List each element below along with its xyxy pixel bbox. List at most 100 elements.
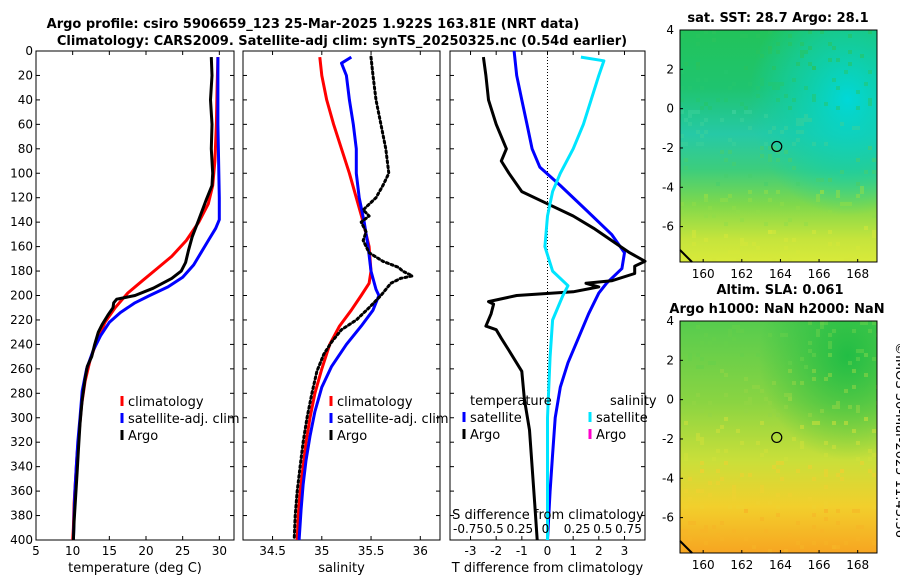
map-pixel bbox=[716, 429, 720, 433]
map-pixel bbox=[840, 202, 844, 206]
map-pixel bbox=[788, 34, 792, 38]
map-pixel bbox=[768, 198, 772, 202]
map-pixel bbox=[856, 158, 860, 162]
map-pixel bbox=[716, 533, 720, 537]
difference-line-t-argo bbox=[481, 56, 647, 541]
map-pixel bbox=[824, 501, 828, 505]
map-pixel bbox=[768, 401, 772, 405]
map-pixel bbox=[760, 453, 764, 457]
map-pixel bbox=[700, 437, 704, 441]
difference-sal-xtick-label: 0.25 bbox=[506, 522, 533, 536]
map-pixel bbox=[752, 545, 756, 549]
map-pixel bbox=[868, 98, 872, 102]
map-pixel bbox=[712, 457, 716, 461]
map-pixel bbox=[748, 82, 752, 86]
difference-sal-xtick-label: 0.75 bbox=[615, 522, 642, 536]
map-pixel bbox=[732, 250, 736, 254]
map-pixel bbox=[700, 461, 704, 465]
map-pixel bbox=[760, 82, 764, 86]
map-pixel bbox=[696, 66, 700, 70]
map-pixel bbox=[824, 485, 828, 489]
map-pixel bbox=[732, 529, 736, 533]
map-pixel bbox=[708, 481, 712, 485]
sst-map-ytick-label: -6 bbox=[662, 220, 674, 234]
map-pixel bbox=[872, 473, 876, 477]
temperature-profile-xtick-label: 10 bbox=[65, 544, 80, 558]
map-pixel bbox=[724, 198, 728, 202]
temperature-profile-xtick-label: 30 bbox=[212, 544, 227, 558]
map-pixel bbox=[864, 417, 868, 421]
map-pixel bbox=[684, 421, 688, 425]
map-pixel bbox=[800, 445, 804, 449]
map-pixel bbox=[732, 142, 736, 146]
map-pixel bbox=[708, 493, 712, 497]
map-pixel bbox=[700, 469, 704, 473]
difference-legend-s-label: Argo bbox=[596, 428, 626, 443]
map-pixel bbox=[740, 242, 744, 246]
map-pixel bbox=[852, 385, 856, 389]
map-pixel bbox=[824, 102, 828, 106]
map-pixel bbox=[732, 493, 736, 497]
map-pixel bbox=[856, 90, 860, 94]
map-pixel bbox=[800, 118, 804, 122]
map-pixel bbox=[796, 250, 800, 254]
map-pixel bbox=[768, 146, 772, 150]
map-pixel bbox=[836, 545, 840, 549]
map-pixel bbox=[812, 66, 816, 70]
map-pixel bbox=[816, 178, 820, 182]
map-pixel bbox=[732, 110, 736, 114]
map-pixel bbox=[776, 413, 780, 417]
map-pixel bbox=[772, 126, 776, 130]
map-pixel bbox=[776, 469, 780, 473]
map-pixel bbox=[696, 142, 700, 146]
difference-profile-xtick-label: -2 bbox=[490, 544, 502, 558]
sla-map-ytick-label: 2 bbox=[666, 353, 674, 367]
map-pixel bbox=[756, 353, 760, 357]
map-pixel bbox=[760, 517, 764, 521]
map-pixel bbox=[776, 150, 780, 154]
sla-map-xtick-label: 162 bbox=[730, 558, 753, 572]
map-pixel bbox=[812, 94, 816, 98]
map-pixel bbox=[832, 421, 836, 425]
map-pixel bbox=[712, 214, 716, 218]
map-pixel bbox=[804, 114, 808, 118]
map-pixel bbox=[776, 190, 780, 194]
map-pixel bbox=[724, 222, 728, 226]
map-pixel bbox=[732, 325, 736, 329]
sst-map-panel: 160 162 164 166 168 4 2 0 -2 -4 -6 bbox=[662, 23, 878, 281]
map-pixel bbox=[740, 505, 744, 509]
map-pixel bbox=[704, 78, 708, 82]
map-pixel bbox=[868, 329, 872, 333]
map-pixel bbox=[856, 246, 860, 250]
map-pixel bbox=[700, 365, 704, 369]
sla-map-ytick-label: 4 bbox=[666, 314, 674, 328]
map-pixel bbox=[704, 529, 708, 533]
map-pixel bbox=[784, 126, 788, 130]
map-pixel bbox=[856, 194, 860, 198]
map-pixel bbox=[784, 94, 788, 98]
salinity-profile-xlabel: salinity bbox=[318, 561, 365, 576]
map-pixel bbox=[748, 190, 752, 194]
map-pixel bbox=[852, 429, 856, 433]
map-pixel bbox=[872, 429, 876, 433]
map-pixel bbox=[692, 230, 696, 234]
sla-map-frame bbox=[679, 320, 878, 554]
map-pixel bbox=[864, 170, 868, 174]
sla-map-coastline bbox=[679, 540, 693, 554]
difference-profile-xtick-label: 0 bbox=[544, 544, 552, 558]
map-pixel bbox=[768, 230, 772, 234]
map-pixel bbox=[744, 242, 748, 246]
map-pixel bbox=[872, 158, 876, 162]
map-pixel bbox=[844, 70, 848, 74]
map-pixel bbox=[688, 86, 692, 90]
map-pixel bbox=[704, 198, 708, 202]
map-pixel bbox=[856, 182, 860, 186]
map-pixel bbox=[840, 122, 844, 126]
sst-map-argo-marker bbox=[771, 140, 783, 153]
map-pixel bbox=[772, 465, 776, 469]
sst-map-coastline bbox=[679, 249, 693, 263]
map-pixel bbox=[784, 457, 788, 461]
map-pixel bbox=[680, 409, 684, 413]
map-pixel bbox=[780, 477, 784, 481]
salinity-profile-xtick-label: 35.5 bbox=[358, 544, 385, 558]
